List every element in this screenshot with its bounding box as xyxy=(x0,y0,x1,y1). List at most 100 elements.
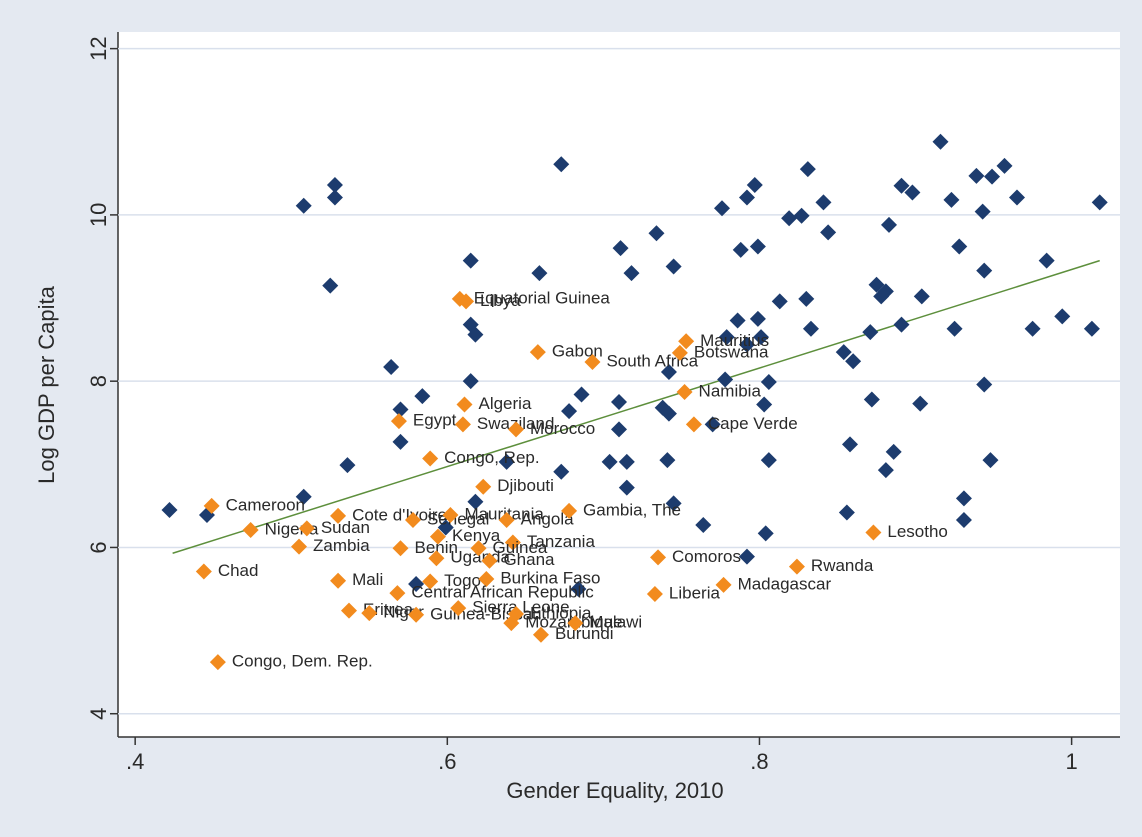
point xyxy=(659,452,676,469)
point-label: Tanzania xyxy=(527,532,596,551)
point-label: Chad xyxy=(218,561,259,580)
point xyxy=(573,386,590,403)
point xyxy=(209,654,226,671)
point xyxy=(161,502,178,519)
point xyxy=(330,572,347,589)
point xyxy=(749,310,766,327)
point xyxy=(442,507,459,524)
point xyxy=(660,405,677,422)
x-tick-label: .6 xyxy=(438,749,456,774)
point xyxy=(665,258,682,275)
point xyxy=(553,156,570,173)
point xyxy=(714,200,731,217)
point xyxy=(470,540,487,557)
point-label: Lesotho xyxy=(887,522,948,541)
point-label: Cape Verde xyxy=(708,414,798,433)
point xyxy=(982,452,999,469)
point xyxy=(802,320,819,337)
point xyxy=(974,203,991,220)
point xyxy=(1038,252,1055,269)
point xyxy=(968,167,985,184)
point xyxy=(456,396,473,413)
point-label: Cote d'Ivoire xyxy=(352,505,447,524)
point-label: Equatorial Guinea xyxy=(474,288,611,307)
point xyxy=(478,571,495,588)
point xyxy=(665,495,682,512)
point-label: Senegal xyxy=(427,509,489,528)
point-label: Gabon xyxy=(552,342,603,361)
point xyxy=(976,376,993,393)
x-tick-label: 1 xyxy=(1065,749,1077,774)
point xyxy=(877,462,894,479)
point xyxy=(1008,189,1025,206)
point xyxy=(291,538,308,555)
point xyxy=(984,168,1001,185)
point xyxy=(793,207,810,224)
point xyxy=(838,504,855,521)
point xyxy=(584,354,601,371)
point xyxy=(561,403,578,420)
point-label: Liberia xyxy=(669,583,721,602)
point xyxy=(295,488,312,505)
point xyxy=(498,512,515,529)
point xyxy=(788,558,805,575)
fit-line xyxy=(172,259,1100,554)
point xyxy=(955,490,972,507)
point xyxy=(771,293,788,310)
point xyxy=(481,552,498,569)
point xyxy=(678,333,695,350)
point xyxy=(389,585,406,602)
point xyxy=(685,416,702,433)
point xyxy=(1083,320,1100,337)
point xyxy=(893,177,910,194)
point xyxy=(458,293,475,310)
point xyxy=(295,197,312,214)
x-tick-label: .8 xyxy=(750,749,768,774)
point xyxy=(746,176,763,193)
point xyxy=(955,512,972,529)
point xyxy=(507,421,524,438)
point xyxy=(404,512,421,529)
point xyxy=(676,383,693,400)
point xyxy=(912,395,929,412)
point-label: Malawi xyxy=(589,613,642,632)
point xyxy=(932,133,949,150)
point xyxy=(893,316,910,333)
point-label: Botswana xyxy=(694,342,769,361)
point xyxy=(339,457,356,474)
point xyxy=(904,184,921,201)
point-label: Algeria xyxy=(478,394,531,413)
point-label: Sudan xyxy=(321,518,370,537)
point xyxy=(738,189,755,206)
point-label: Togo xyxy=(444,571,481,590)
point xyxy=(753,329,770,346)
point-label: Comoros xyxy=(672,547,741,566)
point xyxy=(868,276,885,293)
y-tick-label: 4 xyxy=(86,708,111,720)
point xyxy=(815,194,832,211)
point xyxy=(715,576,732,593)
point xyxy=(392,433,409,450)
point xyxy=(756,396,773,413)
point xyxy=(198,507,215,524)
point-label: Congo, Rep. xyxy=(444,448,539,467)
y-tick-label: 8 xyxy=(86,375,111,387)
point xyxy=(326,189,343,206)
point-label: Angola xyxy=(521,509,574,528)
point xyxy=(429,528,446,545)
point xyxy=(798,290,815,307)
point xyxy=(408,576,425,593)
y-axis-title: Log GDP per Capita xyxy=(34,285,59,483)
point xyxy=(650,549,667,566)
point xyxy=(611,421,627,438)
point xyxy=(561,502,578,519)
point-label: Ghana xyxy=(503,550,555,569)
point xyxy=(885,443,902,460)
point xyxy=(646,586,663,603)
point xyxy=(717,371,734,388)
point xyxy=(531,265,548,282)
point xyxy=(943,191,960,208)
point-label: Burkina Faso xyxy=(500,569,600,588)
point xyxy=(330,507,347,524)
